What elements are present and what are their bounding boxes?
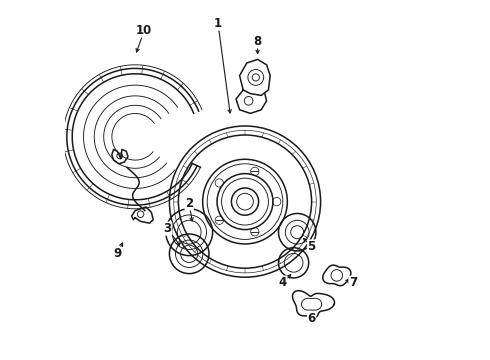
Text: 4: 4 xyxy=(279,276,287,289)
Text: 10: 10 xyxy=(136,24,152,37)
Text: 5: 5 xyxy=(308,240,316,253)
Text: 7: 7 xyxy=(349,276,357,289)
Text: 2: 2 xyxy=(185,197,193,210)
Text: 3: 3 xyxy=(164,222,171,235)
Text: 9: 9 xyxy=(113,247,122,260)
Text: 8: 8 xyxy=(253,35,262,48)
Text: 6: 6 xyxy=(308,312,316,325)
Text: 1: 1 xyxy=(214,17,222,30)
